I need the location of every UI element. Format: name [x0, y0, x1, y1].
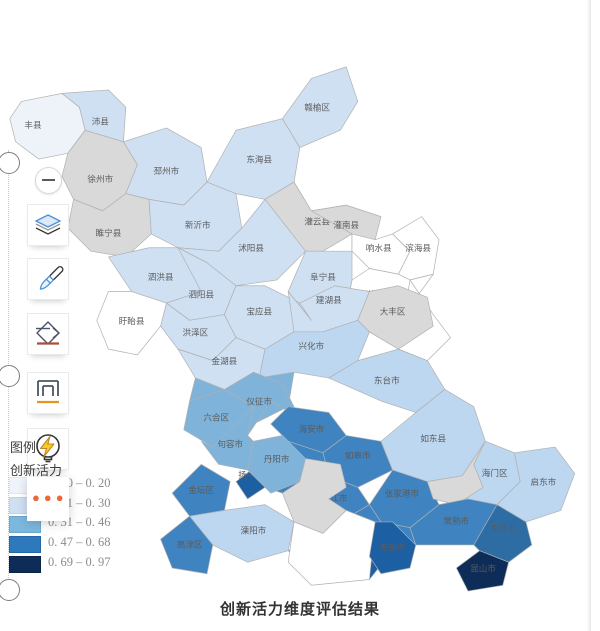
svg-text:丰县: 丰县: [24, 119, 42, 130]
svg-text:昆山市: 昆山市: [470, 562, 496, 573]
svg-text:海门区: 海门区: [482, 467, 508, 478]
svg-text:无锡市: 无锡市: [380, 542, 406, 553]
svg-text:滨海县: 滨海县: [405, 242, 431, 253]
svg-text:金湖县: 金湖县: [212, 355, 238, 366]
svg-text:仪征市: 仪征市: [246, 395, 272, 406]
svg-text:高淳区: 高淳区: [177, 538, 203, 549]
svg-text:盱眙县: 盱眙县: [119, 315, 145, 326]
svg-text:东台市: 东台市: [374, 375, 400, 386]
svg-text:建湖县: 建湖县: [316, 294, 342, 305]
svg-text:阜宁县: 阜宁县: [310, 271, 336, 282]
svg-text:沛县: 沛县: [92, 116, 110, 127]
svg-text:张家港市: 张家港市: [385, 488, 420, 499]
svg-text:邳州市: 邳州市: [154, 165, 180, 176]
svg-text:赣榆区: 赣榆区: [304, 102, 330, 113]
svg-text:溧阳市: 溧阳市: [241, 524, 267, 535]
svg-text:大丰区: 大丰区: [380, 306, 406, 317]
svg-text:丹阳市: 丹阳市: [264, 453, 290, 464]
svg-text:新沂市: 新沂市: [185, 219, 211, 230]
svg-text:海安市: 海安市: [299, 423, 325, 434]
svg-text:金坛区: 金坛区: [188, 484, 214, 495]
svg-text:洪泽区: 洪泽区: [183, 326, 209, 337]
svg-text:宝应县: 宝应县: [246, 306, 272, 317]
svg-text:睢宁县: 睢宁县: [96, 227, 122, 238]
svg-text:常熟市: 常熟市: [444, 515, 470, 526]
svg-text:句容市: 句容市: [217, 438, 243, 449]
svg-text:如皋市: 如皋市: [345, 450, 371, 461]
svg-text:沭阳县: 沭阳县: [238, 242, 264, 253]
svg-text:启东市: 启东市: [531, 476, 557, 487]
svg-text:六合区: 六合区: [203, 412, 229, 423]
svg-text:响水县: 响水县: [366, 242, 392, 253]
svg-text:灌南县: 灌南县: [333, 219, 359, 230]
svg-text:泗阳县: 泗阳县: [188, 289, 214, 299]
svg-text:如东县: 如东县: [420, 432, 446, 443]
svg-text:太仓市: 太仓市: [490, 522, 516, 533]
svg-text:徐州市: 徐州市: [87, 173, 113, 184]
svg-text:兴化市: 兴化市: [299, 340, 325, 351]
svg-text:东海县: 东海县: [246, 154, 272, 165]
svg-text:泗洪县: 泗洪县: [148, 271, 174, 282]
